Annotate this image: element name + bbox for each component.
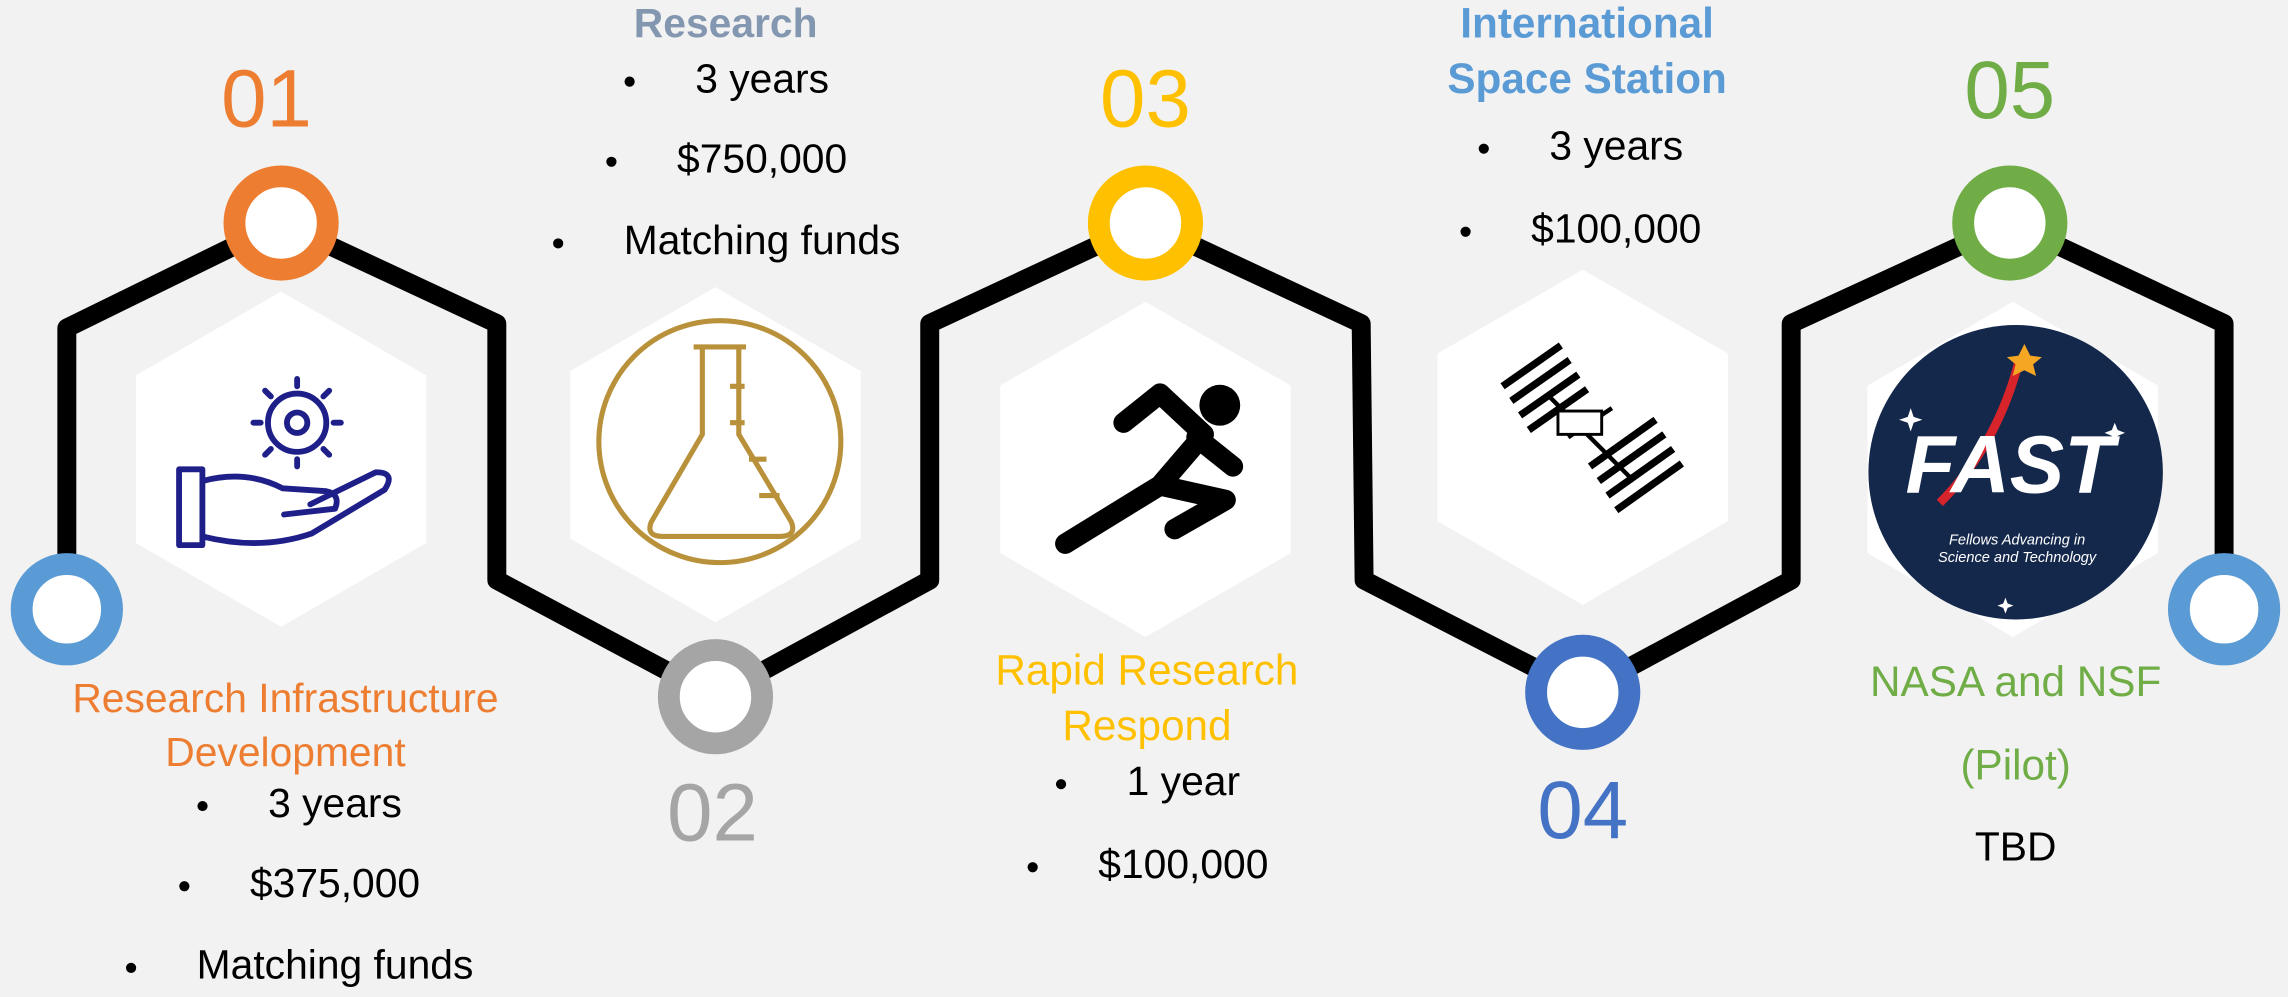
bullet-text: Matching funds [197, 942, 474, 988]
space-station-icon [1500, 342, 1684, 514]
step-title: Respond [1062, 702, 1231, 749]
bullet-dot [1055, 779, 1067, 790]
step-ring [1087, 165, 1204, 281]
step-note: TBD [1975, 824, 2057, 870]
step-number: 04 [1537, 765, 1628, 856]
step-ring [657, 639, 774, 755]
bullet-text: 3 years [268, 780, 402, 826]
bullet-dot [179, 881, 190, 892]
step-ring [1952, 165, 2068, 281]
bullet-dot [1027, 862, 1038, 873]
bullet-text: $100,000 [1098, 841, 1268, 887]
step-ring [223, 165, 339, 281]
step-title: Research Infrastructure [72, 675, 498, 721]
step-number: 02 [667, 768, 758, 859]
bullet-text: 3 years [1549, 122, 1683, 168]
flask-icon [596, 318, 844, 566]
bullet-text: Matching funds [624, 217, 901, 263]
bullet-dot [1478, 143, 1489, 154]
bullet-dot [606, 156, 617, 167]
step-title: Rapid Research [995, 647, 1298, 694]
hand-gear-icon [176, 376, 392, 549]
step-title: Development [165, 729, 406, 775]
bullet-text: $750,000 [677, 136, 847, 182]
bullet-dot [624, 76, 635, 87]
bullet-dot [125, 962, 137, 973]
end-ring [10, 553, 123, 666]
logo-tagline: Science and Technology [1938, 550, 2098, 566]
fast-logo: FAST Fellows Advancing in Science and Te… [1868, 325, 2163, 620]
logo-name: FAST [1906, 419, 2121, 510]
bullet-text: 3 years [695, 55, 829, 101]
bullet-text: 1 year [1127, 758, 1240, 804]
bullet-text: $375,000 [250, 860, 420, 906]
logo-tagline: Fellows Advancing in [1949, 533, 2085, 549]
step-title: Research [634, 0, 818, 46]
bullet-dot [197, 800, 208, 812]
end-ring [2167, 553, 2281, 666]
step-ring [1525, 634, 1641, 750]
step-title: (Pilot) [1960, 741, 2070, 788]
step-number: 03 [1100, 54, 1191, 145]
bullet-dot [1460, 226, 1471, 237]
hexagon [1437, 269, 1728, 605]
step-number: 05 [1964, 45, 2055, 136]
bullet-text: $100,000 [1531, 206, 1701, 252]
bullet-dot [553, 238, 564, 249]
step-title: NASA and NSF [1870, 658, 2161, 705]
step-title: International [1460, 0, 1714, 46]
runner-icon [1055, 383, 1244, 554]
step-title: Space Station [1447, 55, 1727, 102]
step-number: 01 [221, 54, 312, 145]
hexagon [135, 291, 427, 627]
